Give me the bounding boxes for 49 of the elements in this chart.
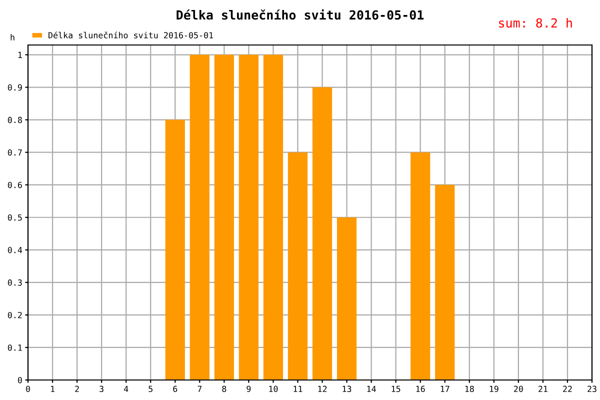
x-tick-label: 2	[75, 386, 79, 392]
x-tick-label: 11	[294, 386, 302, 392]
text: sum: 8.2 h	[499, 18, 572, 28]
x-tick-label: 14	[367, 386, 376, 392]
chart-title: Délka slunečního svitu 2016-05-01	[176, 9, 424, 20]
y-tick-label: 0.4	[8, 246, 22, 254]
x-tick-label: 23	[588, 386, 596, 392]
x-tick-label: 22	[563, 386, 572, 392]
y-tick-label: 0.3	[8, 279, 22, 286]
bar	[435, 184, 455, 380]
x-tick-label: 19	[490, 386, 498, 392]
y-tick-label: 0.5	[8, 214, 22, 221]
x-tick-label: 12	[318, 386, 327, 392]
x-tick-label: 15	[392, 386, 400, 392]
bar	[190, 54, 210, 380]
y-tick-label: 0	[18, 377, 22, 384]
bar	[263, 54, 284, 380]
y-tick-label: 0.1	[8, 344, 22, 351]
y-tick-label: 0.2	[8, 312, 22, 318]
y-tick-label: 0.8	[8, 116, 22, 124]
x-tick-label: 9	[246, 386, 251, 392]
x-tick-label: 20	[514, 386, 523, 392]
x-tick-label: 5	[148, 386, 152, 392]
x-tick-label: 17	[440, 386, 450, 392]
x-tick-label: 13	[342, 386, 352, 392]
y-tick-label: 0.9	[8, 84, 22, 91]
x-tick-label: 3	[100, 386, 104, 392]
bar	[410, 152, 430, 380]
bar	[165, 120, 185, 380]
x-tick-label: 18	[465, 386, 474, 392]
x-tick-label: 7	[198, 386, 202, 392]
x-tick-label: 10	[269, 386, 278, 392]
x-tick-label: 1	[51, 386, 54, 392]
y-tick-label: 0.6	[8, 182, 22, 188]
x-tick-label: 6	[173, 386, 178, 392]
bar	[238, 54, 259, 380]
bar	[312, 87, 332, 380]
y-tick-label: 0.7	[8, 149, 22, 156]
x-tick-label: 4	[124, 386, 128, 392]
y-axis-title: h	[10, 34, 14, 40]
y-tick-label: 1	[18, 52, 22, 58]
bar	[288, 152, 308, 380]
x-tick-label: 16	[416, 386, 425, 392]
bar	[336, 217, 357, 380]
bar	[214, 54, 234, 380]
x-tick-label: 8	[222, 386, 226, 392]
x-tick-label: 21	[538, 386, 548, 392]
x-tick-label: 0	[26, 386, 30, 392]
legend-label: Délka slunečního svitu 2016-05-01	[48, 32, 213, 38]
